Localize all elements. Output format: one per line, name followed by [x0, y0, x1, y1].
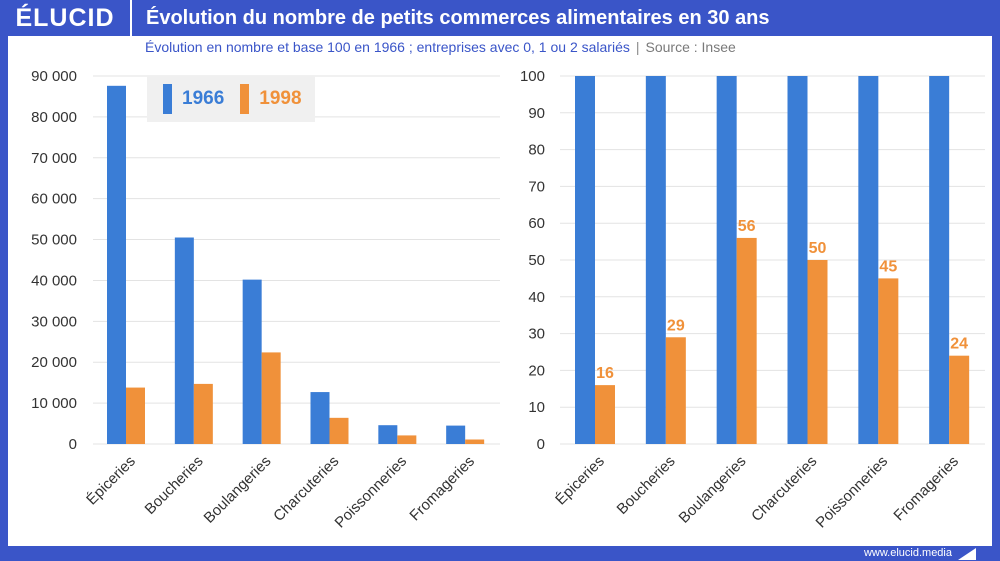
right-category-label-epiceries: Épiceries: [552, 453, 608, 509]
right-bar-1998-boucheries: [665, 337, 686, 444]
right-category-label-charcuteries: Charcuteries: [748, 453, 820, 525]
right-y-tick-label: 100: [520, 68, 545, 85]
left-y-tick-label: 50 000: [31, 232, 77, 249]
right-data-label-boucheries: 29: [667, 317, 685, 334]
right-y-tick-label: 0: [537, 436, 545, 453]
right-y-tick-label: 90: [528, 105, 545, 122]
right-y-tick-label: 60: [528, 215, 545, 232]
left-bar-1998-fromageries: [465, 439, 485, 444]
frame-right-border: [992, 36, 1000, 561]
subtitle-source: Source : Insee: [645, 39, 736, 55]
left-bar-1998-boucheries: [193, 383, 213, 444]
right-y-tick-label: 20: [528, 362, 545, 379]
footer-bar: www.elucid.media: [0, 546, 1000, 561]
right-bar-1998-epiceries: [595, 385, 615, 444]
right-category-label-fromageries: Fromageries: [890, 453, 962, 525]
right-y-tick-label: 50: [528, 252, 545, 269]
legend-item-1998: 1998: [240, 84, 302, 114]
left-y-tick-label: 0: [69, 436, 77, 453]
left-bar-1998-charcuteries: [329, 417, 349, 444]
elucid-mark-icon: [958, 548, 976, 560]
right-y-tick-label: 10: [528, 399, 545, 416]
left-bar-1998-poissonneries: [397, 435, 417, 444]
right-bar-1966-poissonneries: [858, 76, 879, 444]
right-y-tick-label: 40: [528, 289, 545, 306]
page-title: Évolution du nombre de petits commerces …: [146, 6, 770, 29]
legend-item-1966: 1966: [163, 84, 224, 114]
left-y-tick-label: 70 000: [31, 150, 77, 167]
left-y-tick-label: 60 000: [31, 191, 77, 208]
right-bar-1998-poissonneries: [878, 278, 899, 444]
left-bar-1966-poissonneries: [378, 425, 398, 444]
right-data-label-epiceries: 16: [596, 365, 614, 382]
right-bar-1966-boucheries: [645, 76, 666, 444]
footer-url[interactable]: www.elucid.media: [863, 547, 952, 559]
left-y-tick-label: 10 000: [31, 395, 77, 412]
right-category-label-boucheries: Boucheries: [614, 453, 679, 518]
right-data-label-fromageries: 24: [950, 336, 968, 353]
right-bar-1998-fromageries: [949, 355, 970, 444]
chart-absolute-numbers: 0 10 000 20 000 30 000 40 000 50 000 60 000 70 …: [31, 68, 500, 531]
chart-subtitle: Évolution en nombre et base 100 en 1966 …: [145, 39, 736, 55]
left-y-tick-label: 20 000: [31, 354, 77, 371]
right-bar-1966-fromageries: [929, 76, 950, 444]
left-y-tick-label: 80 000: [31, 109, 77, 126]
chart-base-100: 0 10 20 30 40 50 60 70 80 90 100 16 Épiceries 29 Bouch…: [520, 68, 985, 532]
left-y-tick-label: 90 000: [31, 68, 77, 85]
right-category-label-poissonneries: Poissonneries: [813, 453, 892, 532]
right-bar-1966-epiceries: [575, 76, 595, 444]
left-bar-1966-charcuteries: [310, 392, 330, 444]
right-bar-1998-boulangeries: [736, 237, 757, 444]
legend-label-1966: 1966: [182, 88, 225, 109]
legend-swatch-1966: [163, 84, 172, 114]
subtitle-separator: |: [635, 39, 640, 55]
right-data-label-poissonneries: 45: [879, 258, 897, 275]
left-bar-1966-boucheries: [174, 237, 194, 444]
legend-label-1998: 1998: [259, 88, 302, 109]
chart-legend: 1966 1998: [147, 76, 315, 122]
right-data-label-charcuteries: 50: [809, 240, 827, 257]
left-bar-1998-boulangeries: [261, 352, 281, 444]
right-data-label-boulangeries: 56: [738, 218, 756, 235]
right-bar-1998-charcuteries: [807, 260, 828, 444]
elucid-logo[interactable]: ÉLUCID: [0, 0, 132, 36]
right-y-tick-label: 30: [528, 326, 545, 343]
right-y-tick-label: 70: [528, 178, 545, 195]
left-bar-1966-epiceries: [107, 85, 126, 445]
left-y-tick-label: 40 000: [31, 272, 77, 289]
left-bar-1998-epiceries: [126, 387, 145, 444]
legend-swatch-1998: [240, 84, 250, 114]
left-y-tick-label: 30 000: [31, 313, 77, 330]
right-y-tick-label: 80: [528, 142, 545, 159]
frame-left-border: [0, 36, 8, 561]
left-bar-1966-fromageries: [446, 425, 466, 444]
right-category-label-boulangeries: Boulangeries: [676, 453, 750, 527]
right-bar-1966-charcuteries: [787, 76, 808, 444]
subtitle-description: Évolution en nombre et base 100 en 1966 …: [145, 39, 630, 55]
header-bar: ÉLUCID Évolution du nombre de petits com…: [0, 0, 1000, 36]
left-bar-1966-boulangeries: [242, 279, 262, 444]
right-bar-1966-boulangeries: [716, 76, 737, 444]
